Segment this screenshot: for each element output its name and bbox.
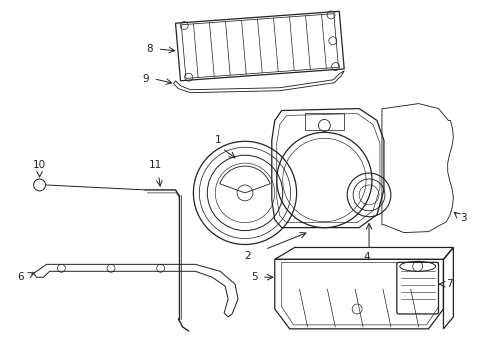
Text: 3: 3	[459, 213, 466, 223]
Text: 7: 7	[446, 279, 452, 289]
Text: 6: 6	[17, 272, 24, 282]
Text: 11: 11	[149, 160, 162, 170]
Text: 9: 9	[142, 74, 148, 84]
Text: 1: 1	[214, 135, 221, 145]
Text: 4: 4	[363, 252, 369, 262]
Text: 5: 5	[251, 272, 257, 282]
Text: 2: 2	[244, 251, 251, 261]
Text: 8: 8	[146, 44, 152, 54]
Text: 10: 10	[33, 160, 46, 170]
